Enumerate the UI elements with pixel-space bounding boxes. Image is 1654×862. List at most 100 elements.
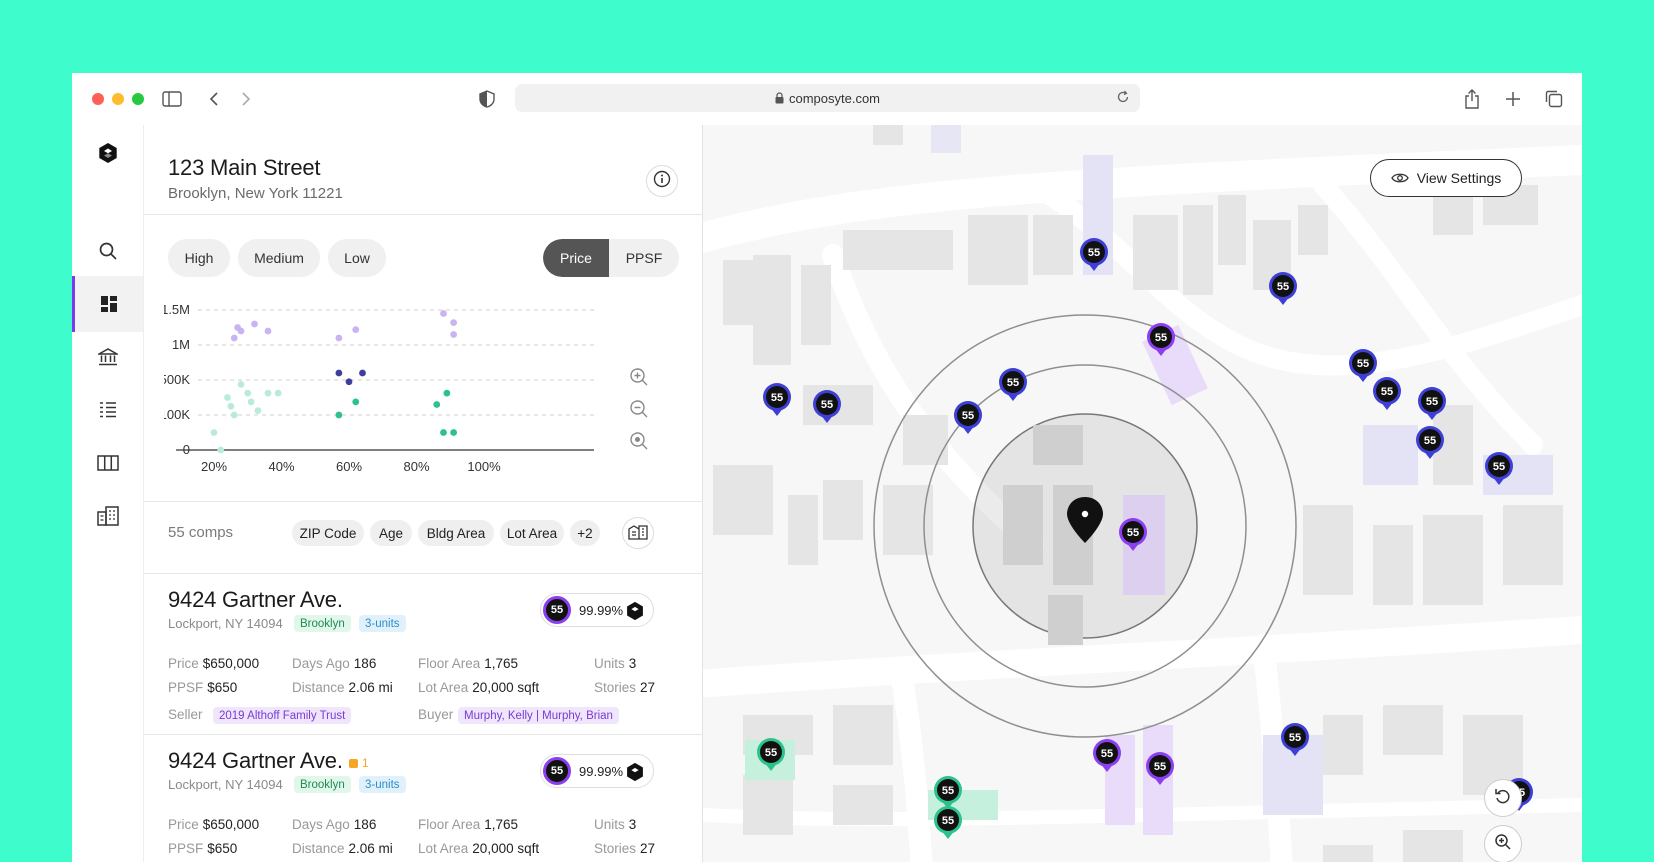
comp-listing-card[interactable]: 9424 Gartner Ave. 1 Lockport, NY 14094 B… (144, 734, 704, 862)
comp-map-pin[interactable]: 55 (1147, 323, 1175, 356)
building-filter-button[interactable] (622, 517, 654, 549)
target-property-marker[interactable] (1067, 497, 1103, 543)
comp-map-pin[interactable]: 55 (934, 776, 962, 809)
comp-tag-zip[interactable]: ZIP Code (292, 520, 364, 546)
scatter-point[interactable] (335, 369, 343, 377)
columns-icon[interactable] (72, 435, 143, 491)
zoom-window-button[interactable] (132, 93, 144, 105)
comp-tag-more[interactable]: +2 (570, 520, 600, 546)
view-settings-label: View Settings (1416, 170, 1502, 186)
scatter-point[interactable] (335, 334, 343, 342)
dashboard-icon[interactable] (72, 276, 143, 332)
comp-map-pin[interactable]: 55 (1119, 518, 1147, 551)
filter-medium[interactable]: Medium (238, 239, 320, 277)
scatter-point[interactable] (450, 319, 458, 326)
filter-high[interactable]: High (168, 239, 230, 277)
comp-map-pin[interactable]: 55 (1146, 752, 1174, 785)
scatter-point[interactable] (237, 380, 245, 388)
minimize-window-button[interactable] (112, 93, 124, 105)
scatter-point[interactable] (274, 389, 282, 397)
chart-zoom-out-icon[interactable] (627, 397, 651, 421)
new-tab-icon[interactable] (1501, 87, 1525, 111)
comp-map-pin[interactable]: 55 (1269, 272, 1297, 305)
scatter-point[interactable] (352, 326, 360, 333)
match-score[interactable]: 55 99.99% (540, 593, 654, 627)
tab-overview-icon[interactable] (1542, 87, 1566, 111)
forward-icon[interactable] (234, 87, 258, 111)
scatter-point[interactable] (230, 411, 238, 419)
scatter-point[interactable] (254, 407, 262, 415)
scatter-point[interactable] (224, 394, 231, 401)
scatter-point[interactable] (264, 389, 272, 397)
eye-icon (1390, 172, 1409, 184)
comp-tag-age[interactable]: Age (370, 520, 412, 546)
scatter-point[interactable] (251, 320, 258, 328)
scatter-point[interactable] (440, 310, 447, 317)
scatter-point[interactable] (433, 401, 441, 408)
share-icon[interactable] (1460, 87, 1484, 111)
shield-icon[interactable] (475, 87, 499, 111)
view-settings-button[interactable]: View Settings (1370, 159, 1522, 197)
comp-map-pin[interactable]: 55 (1416, 426, 1444, 459)
map-reset-rotation-button[interactable] (1484, 779, 1522, 817)
metric-price-button[interactable]: Price (543, 239, 609, 277)
filter-low[interactable]: Low (328, 239, 386, 277)
map-zoom-in-button[interactable] (1484, 825, 1522, 862)
comp-map-pin[interactable]: 55 (1080, 238, 1108, 271)
scatter-point[interactable] (352, 398, 360, 406)
comp-map-pin[interactable]: 55 (1373, 377, 1401, 410)
comp-map-pin[interactable]: 55 (813, 390, 841, 423)
match-score[interactable]: 55 99.99% (540, 754, 654, 788)
search-icon[interactable] (72, 223, 143, 279)
address-bar[interactable]: composyte.com (515, 84, 1140, 112)
scatter-point[interactable] (210, 429, 218, 436)
scatter-point[interactable] (335, 411, 343, 419)
comp-map-pin[interactable]: 55 (763, 383, 791, 416)
comp-tag-lot-area[interactable]: Lot Area (500, 520, 564, 546)
comp-tag-bldg-area[interactable]: Bldg Area (418, 520, 494, 546)
scatter-point[interactable] (247, 398, 255, 406)
comp-map-pin[interactable]: 55 (954, 401, 982, 434)
comp-map-pin[interactable]: 55 (1093, 739, 1121, 772)
reload-icon[interactable] (1116, 90, 1130, 107)
scatter-point[interactable] (230, 334, 238, 342)
comp-map-pin[interactable]: 55 (1418, 387, 1446, 420)
price-field: Price $650,000 (168, 656, 260, 671)
seller-tag[interactable]: 2019 Althoff Family Trust (213, 707, 352, 724)
scatter-point[interactable] (443, 389, 451, 397)
borough-badge: Brooklyn (294, 776, 351, 793)
info-button[interactable] (646, 165, 678, 197)
comp-listing-card[interactable]: 9424 Gartner Ave. Lockport, NY 14094 Bro… (144, 573, 704, 743)
zoom-in-icon (1494, 833, 1512, 856)
comp-map-pin[interactable]: 55 (1349, 349, 1377, 382)
scatter-point[interactable] (217, 446, 225, 454)
scatter-point[interactable] (345, 378, 353, 386)
comp-map-pin[interactable]: 55 (1485, 452, 1513, 485)
close-window-button[interactable] (92, 93, 104, 105)
scatter-point[interactable] (264, 327, 272, 335)
app-logo-icon[interactable] (72, 125, 143, 181)
browser-titlebar: composyte.com (72, 73, 1582, 125)
scatter-point[interactable] (227, 402, 235, 410)
comp-map-pin[interactable]: 55 (934, 806, 962, 839)
metric-ppsf-button[interactable]: PPSF (625, 250, 663, 266)
list-icon[interactable] (72, 382, 143, 438)
sidebar-toggle-icon[interactable] (160, 87, 184, 111)
comp-map-pin[interactable]: 55 (1281, 723, 1309, 756)
bank-icon[interactable] (72, 329, 143, 385)
chart-zoom-reset-icon[interactable] (627, 429, 651, 453)
scatter-point[interactable] (450, 331, 458, 338)
scatter-point[interactable] (237, 327, 245, 335)
buildings-icon[interactable] (72, 488, 143, 544)
chart-zoom-in-icon[interactable] (627, 365, 651, 389)
divider (144, 501, 704, 502)
back-icon[interactable] (202, 87, 226, 111)
buyer-tag[interactable]: Murphy, Kelly | Murphy, Brian (458, 707, 619, 724)
scatter-point[interactable] (244, 389, 252, 397)
comp-map-pin[interactable]: 55 (999, 368, 1027, 401)
comp-map-pin[interactable]: 55 (757, 738, 785, 771)
scatter-point[interactable] (359, 369, 366, 377)
map-view[interactable]: 5555555555555555555555555555555555555555… (703, 125, 1582, 862)
scatter-point[interactable] (440, 429, 447, 436)
scatter-point[interactable] (450, 429, 458, 436)
